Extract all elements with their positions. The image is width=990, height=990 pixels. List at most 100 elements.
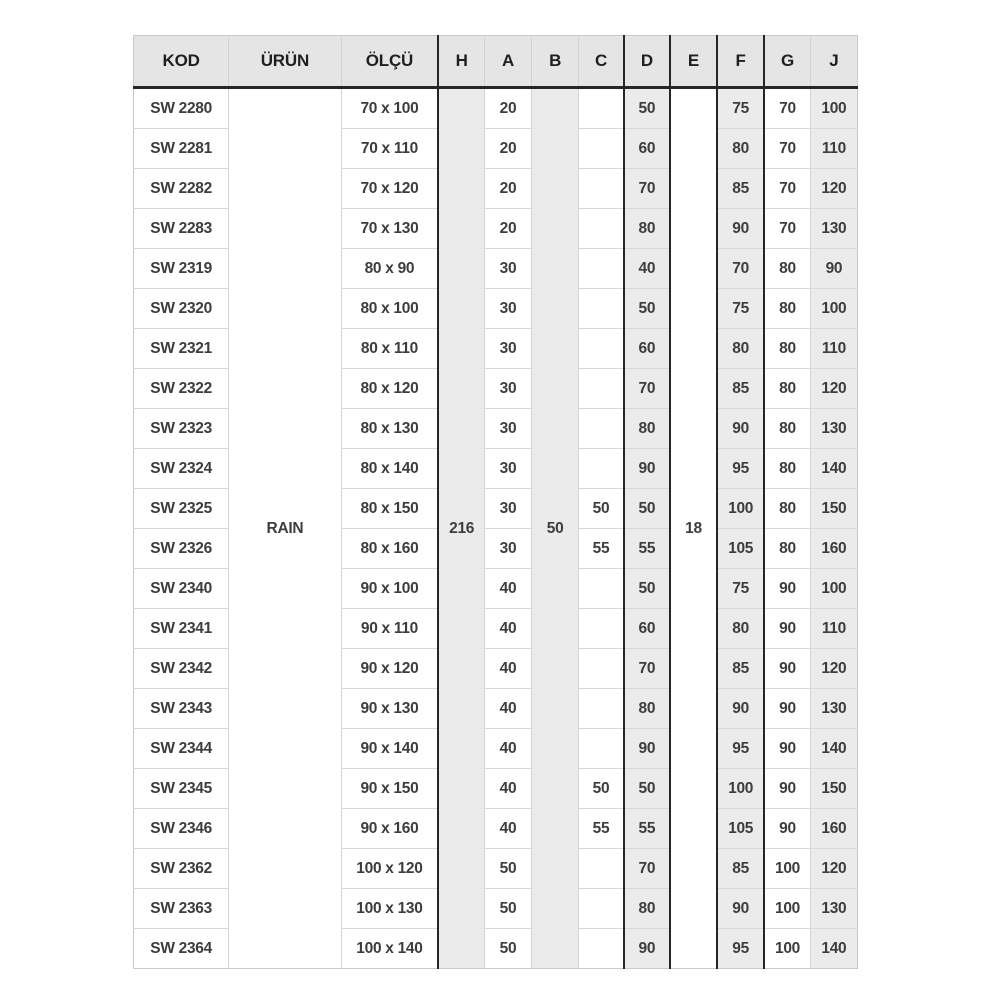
cell-g: 100: [763, 848, 811, 889]
cell-olcu: 70 x 110: [340, 128, 439, 169]
cell-j: 150: [809, 488, 858, 529]
cell-c: [578, 368, 624, 409]
cell-a: 20: [483, 128, 532, 169]
table-row: SW 2325 80 x 150 30 50 50 100 80 150: [133, 488, 858, 529]
cell-olcu: 100 x 120: [340, 848, 439, 889]
cell-g: 90: [763, 648, 811, 689]
cell-g: 80: [763, 528, 811, 569]
cell-olcu: 100 x 140: [340, 928, 439, 969]
cell-kod: SW 2321: [133, 328, 229, 369]
cell-f: 95: [716, 928, 765, 969]
cell-olcu: 90 x 160: [340, 808, 439, 849]
cell-d: 60: [622, 608, 670, 649]
cell-d: 80: [622, 208, 670, 249]
cell-f: 95: [716, 728, 765, 769]
cell-c: [578, 168, 624, 209]
cell-c: 55: [578, 808, 624, 849]
cell-kod: SW 2319: [133, 248, 229, 289]
cell-f: 80: [716, 128, 765, 169]
cell-a: 40: [483, 608, 532, 649]
cell-j: 160: [809, 808, 858, 849]
table-row: SW 2324 80 x 140 30 90 95 80 140: [133, 448, 858, 489]
cell-g: 80: [763, 448, 811, 489]
table-row: SW 2320 80 x 100 30 50 75 80 100: [133, 288, 858, 329]
cell-g: 100: [763, 928, 811, 969]
cell-f: 105: [716, 528, 765, 569]
cell-c: [578, 648, 624, 689]
cell-f: 95: [716, 448, 765, 489]
cell-g: 70: [763, 208, 811, 249]
cell-f: 100: [716, 768, 765, 809]
cell-j: 110: [809, 328, 858, 369]
cell-kod: SW 2282: [133, 168, 229, 209]
cell-d: 70: [622, 648, 670, 689]
table-row: SW 2345 90 x 150 40 50 50 100 90 150: [133, 768, 858, 809]
cell-j: 150: [809, 768, 858, 809]
cell-d: 50: [622, 568, 670, 609]
table-row: SW 2281 70 x 110 20 60 80 70 110: [133, 128, 858, 169]
table-row: SW 2342 90 x 120 40 70 85 90 120: [133, 648, 858, 689]
cell-d: 40: [622, 248, 670, 289]
cell-g: 100: [763, 888, 811, 929]
cell-j: 160: [809, 528, 858, 569]
cell-f: 90: [716, 688, 765, 729]
cell-d: 90: [622, 448, 670, 489]
cell-olcu: 90 x 150: [340, 768, 439, 809]
cell-c: [578, 688, 624, 729]
cell-a: 30: [483, 248, 532, 289]
cell-f: 80: [716, 328, 765, 369]
cell-olcu: 70 x 130: [340, 208, 439, 249]
cell-kod: SW 2343: [133, 688, 229, 729]
cell-d: 70: [622, 848, 670, 889]
cell-f: 90: [716, 208, 765, 249]
column-header-h: H: [437, 35, 485, 89]
column-header-e: E: [668, 35, 718, 89]
cell-a: 30: [483, 528, 532, 569]
cell-olcu: 90 x 120: [340, 648, 439, 689]
cell-kod: SW 2363: [133, 888, 229, 929]
cell-olcu: 90 x 100: [340, 568, 439, 609]
cell-j: 120: [809, 648, 858, 689]
cell-a: 20: [483, 168, 532, 209]
cell-olcu: 70 x 100: [340, 87, 439, 129]
cell-a: 40: [483, 688, 532, 729]
cell-c: [578, 608, 624, 649]
cell-olcu: 80 x 140: [340, 448, 439, 489]
cell-f: 105: [716, 808, 765, 849]
cell-j: 140: [809, 448, 858, 489]
table-row: SW 2280 RAIN 70 x 100 216 20 50 50 18 75 70 100: [133, 87, 858, 969]
cell-kod: SW 2362: [133, 848, 229, 889]
cell-a: 30: [483, 408, 532, 449]
cell-g: 90: [763, 808, 811, 849]
cell-f: 75: [716, 288, 765, 329]
cell-g: 70: [763, 87, 811, 129]
table-row: SW 2344 90 x 140 40 90 95 90 140: [133, 728, 858, 769]
column-header-b: B: [531, 35, 579, 89]
cell-f: 90: [716, 888, 765, 929]
cell-c: 50: [578, 768, 624, 809]
cell-c: [578, 87, 624, 129]
table-row: SW 2282 70 x 120 20 70 85 70 120: [133, 168, 858, 209]
cell-j: 100: [809, 568, 858, 609]
cell-g: 80: [763, 328, 811, 369]
cell-d: 55: [622, 808, 670, 849]
cell-j: 130: [809, 208, 858, 249]
column-header-kod: KOD: [133, 35, 229, 89]
cell-olcu: 80 x 90: [340, 248, 439, 289]
table-row: SW 2322 80 x 120 30 70 85 80 120: [133, 368, 858, 409]
cell-kod: SW 2320: [133, 288, 229, 329]
cell-j: 120: [809, 168, 858, 209]
table-row: SW 2346 90 x 160 40 55 55 105 90 160: [133, 808, 858, 849]
cell-j: 100: [809, 87, 858, 129]
cell-j: 140: [809, 928, 858, 969]
cell-a: 20: [483, 87, 532, 129]
table-row: SW 2341 90 x 110 40 60 80 90 110: [133, 608, 858, 649]
merged-cell-b: 50: [531, 87, 579, 969]
cell-a: 30: [483, 368, 532, 409]
cell-kod: SW 2323: [133, 408, 229, 449]
cell-g: 90: [763, 768, 811, 809]
cell-d: 50: [622, 288, 670, 329]
cell-a: 40: [483, 568, 532, 609]
cell-d: 80: [622, 888, 670, 929]
table-body: SW 2280 RAIN 70 x 100 216 20 50 50 18 75 70 100 SW …: [133, 87, 858, 969]
